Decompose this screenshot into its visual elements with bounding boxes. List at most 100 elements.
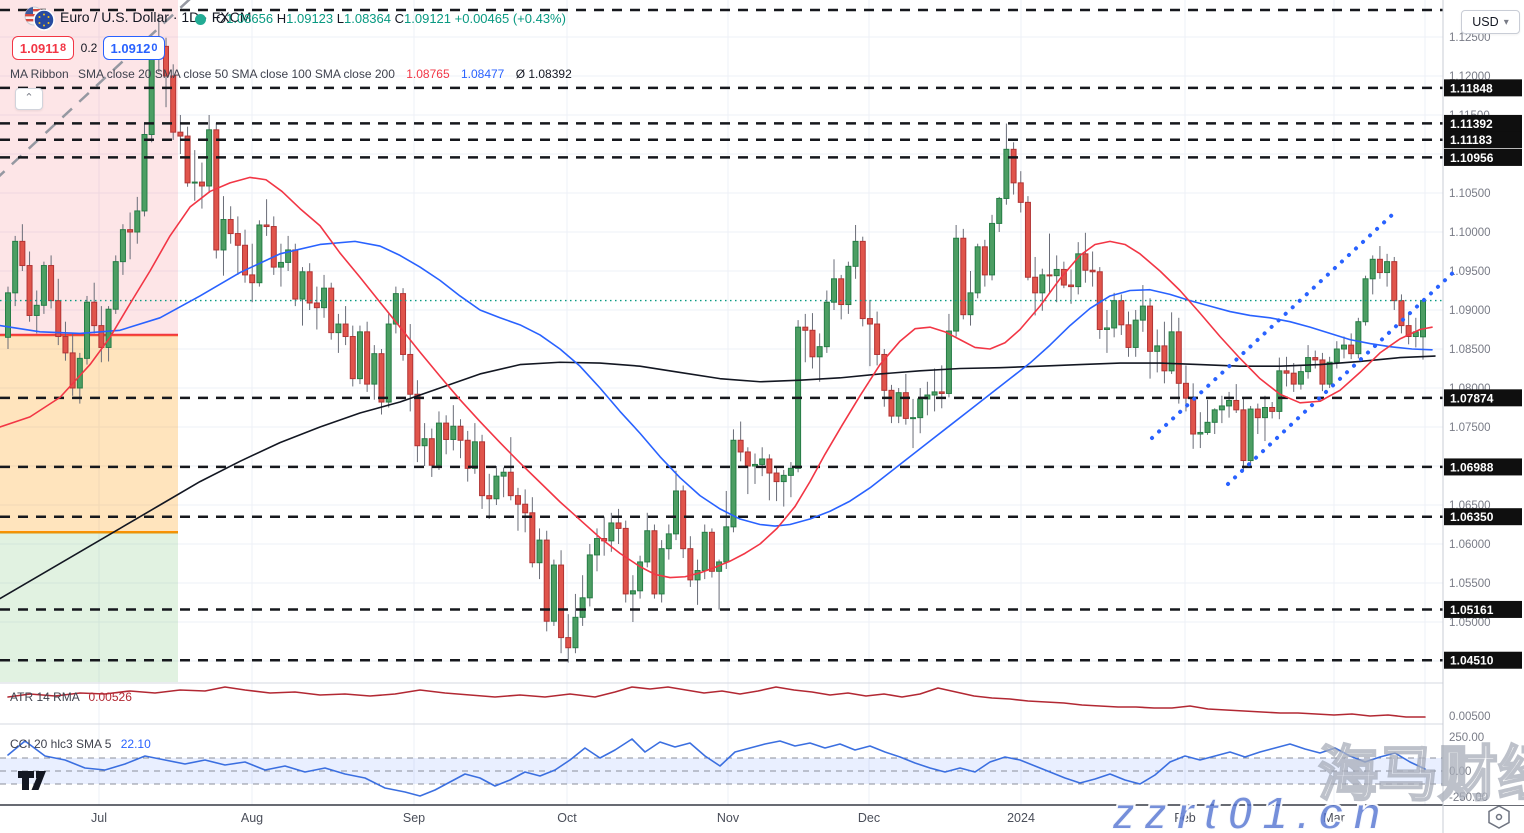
candle-up	[672, 490, 679, 535]
candle-down	[859, 240, 866, 320]
time-axis-label[interactable]: Jul	[91, 811, 107, 825]
candle-down	[163, 45, 170, 77]
candle-down	[902, 392, 909, 419]
time-axis-label[interactable]: Aug	[241, 811, 263, 825]
candle-up	[435, 422, 442, 466]
cci-label: CCI 20 hlc3 SMA 5	[10, 737, 112, 751]
sell-button[interactable]: 1.0911 8	[12, 36, 74, 60]
time-axis-label[interactable]: Dec	[858, 811, 880, 825]
gray-trendline[interactable]	[0, 0, 205, 180]
candle-down	[249, 274, 256, 284]
indicator-axis-label[interactable]: -250.00	[1449, 792, 1488, 804]
candle-down	[507, 471, 514, 497]
candle-down	[270, 226, 277, 268]
price-axis-label[interactable]: 1.07500	[1449, 422, 1491, 434]
blue-dotted-trendline[interactable]	[1226, 266, 1460, 486]
atr-legend[interactable]: ATR 14 RMA 0.00526	[10, 690, 132, 704]
price-axis-label[interactable]: 1.08500	[1449, 344, 1491, 356]
price-axis-label[interactable]: 1.09000	[1449, 305, 1491, 317]
low-label: L	[336, 11, 344, 26]
time-axis-label[interactable]: Sep	[403, 811, 425, 825]
indicator-axis-label[interactable]: 0.00	[1449, 766, 1471, 778]
candle-down	[1376, 258, 1383, 274]
candle-up	[694, 570, 701, 581]
candle-up	[277, 261, 284, 268]
candle-down	[48, 265, 55, 302]
time-axis-label[interactable]: Feb	[1174, 811, 1196, 825]
candle-down	[1398, 300, 1405, 327]
spread-value: 0.2	[80, 41, 98, 55]
sma20-value: 1.08765	[406, 67, 450, 81]
ma-ribbon-params: SMA close 20 SMA close 50 SMA close 100 …	[78, 67, 395, 81]
collapse-legend-button[interactable]: ⌃	[15, 88, 43, 110]
sma20-line	[0, 176, 1433, 579]
candle-up	[1053, 268, 1060, 277]
ma-ribbon-legend[interactable]: MA Ribbon SMA close 20 SMA close 50 SMA …	[10, 67, 572, 81]
candle-down	[888, 389, 895, 417]
candle-up	[105, 308, 112, 348]
time-axis-label[interactable]: Mar	[1323, 811, 1345, 825]
candle-up	[1039, 274, 1046, 294]
price-level-badge-text: 1.11183	[1450, 133, 1492, 147]
candle-up	[608, 522, 615, 542]
candle-up	[1139, 305, 1146, 321]
time-axis-label[interactable]: 2024	[1007, 811, 1035, 825]
candle-up	[586, 554, 593, 599]
market-status-icon[interactable]	[195, 14, 206, 25]
candle-down	[486, 495, 493, 500]
candle-up	[285, 249, 292, 263]
hexagon-dot-icon	[1495, 813, 1503, 821]
candle-down	[802, 326, 809, 331]
price-axis-label[interactable]: 1.12500	[1449, 32, 1491, 44]
cci-legend[interactable]: CCI 20 hlc3 SMA 5 22.10	[10, 737, 151, 751]
candle-down	[543, 539, 550, 622]
pane-settings-hexagon-icon[interactable]	[1488, 805, 1510, 829]
candle-up	[1103, 327, 1110, 331]
currency-label: USD	[1472, 15, 1499, 29]
candle-up	[1355, 321, 1362, 355]
candle-down	[457, 425, 464, 441]
candle-down	[349, 336, 356, 380]
tradingview-logo[interactable]	[16, 768, 48, 794]
candle-down	[313, 302, 320, 309]
candle-up	[1204, 421, 1211, 433]
atr-indicator-line	[7, 686, 1426, 718]
candle-down	[1068, 284, 1075, 288]
price-axis-label[interactable]: 1.06000	[1449, 539, 1491, 551]
price-axis-label[interactable]: 1.10500	[1449, 188, 1491, 200]
indicator-axis-label[interactable]: 250.00	[1449, 732, 1484, 744]
price-axis-label[interactable]: 1.10000	[1449, 227, 1491, 239]
price-axis-label[interactable]: 1.05000	[1449, 617, 1491, 629]
price-axis-label[interactable]: 1.09500	[1449, 266, 1491, 278]
candle-up	[831, 278, 838, 303]
indicator-axis-label[interactable]: 0.00500	[1449, 711, 1491, 723]
price-axis-label[interactable]: 1.05500	[1449, 578, 1491, 590]
currency-selector[interactable]: USD ▾	[1461, 10, 1520, 34]
candle-down	[1182, 382, 1189, 399]
candle-up	[637, 561, 644, 592]
candle-down	[514, 495, 521, 505]
candle-up	[1075, 253, 1082, 288]
open-value: 1.08656	[226, 11, 274, 26]
blue-dotted-trendline[interactable]	[1150, 213, 1394, 440]
candle-down	[622, 527, 629, 595]
candle-up	[910, 417, 917, 420]
change-value: +0.00465 (+0.43%)	[454, 11, 566, 26]
candle-down	[1269, 407, 1276, 412]
candle-up	[1420, 300, 1426, 338]
candle-up	[989, 222, 996, 276]
candle-up	[141, 134, 148, 212]
candle-down	[227, 219, 234, 235]
candle-up	[931, 391, 938, 396]
buy-button[interactable]: 1.0912 0	[103, 36, 165, 60]
price-level-badge-text: 1.07874	[1450, 391, 1494, 405]
time-axis-label[interactable]: Oct	[557, 811, 577, 825]
candle-down	[1283, 370, 1290, 374]
candle-up	[1154, 345, 1161, 352]
candle-up	[852, 240, 859, 267]
candle-up	[84, 301, 91, 359]
candle-down	[378, 353, 385, 403]
time-axis-label[interactable]: Nov	[717, 811, 740, 825]
candle-down	[98, 325, 105, 348]
